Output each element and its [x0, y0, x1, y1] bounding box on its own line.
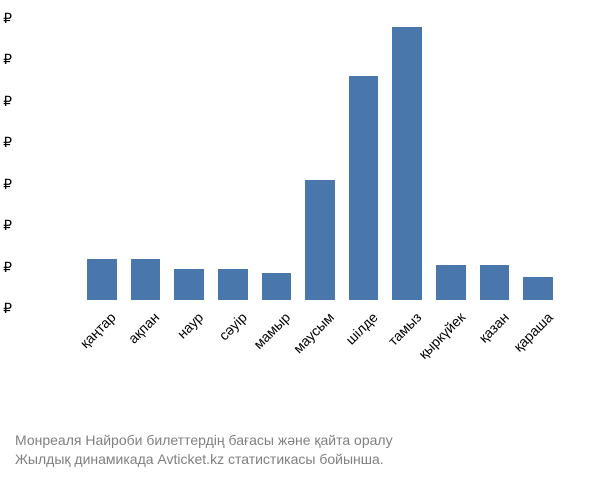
chart-bar — [174, 269, 204, 300]
chart-bar — [349, 76, 379, 300]
chart-bar — [523, 277, 553, 300]
x-tick-label: қаңтар — [77, 309, 119, 351]
x-tick-label: мамыр — [251, 309, 294, 352]
x-axis-labels: қаңтарақпан наур сәуірмамырмаусымшілдетамы… — [80, 305, 560, 415]
x-tick-label: қазан — [475, 309, 512, 346]
chart-bar — [480, 265, 510, 300]
chart-bar — [305, 180, 335, 300]
chart-bar — [262, 273, 292, 300]
x-tick-label: маусым — [290, 309, 337, 356]
x-tick-label: қараша — [510, 309, 556, 355]
caption-line-1: Монреаля Найроби билеттердің бағасы және… — [15, 431, 393, 451]
y-axis: 70000 ₽80000 ₽90000 ₽100000 ₽110000 ₽120… — [0, 10, 80, 300]
x-tick-label: шілде — [342, 309, 381, 348]
caption-line-2: Жылдық динамикада Avticket.kz статистика… — [15, 450, 393, 470]
chart-bar — [87, 259, 117, 300]
x-tick-label: ақпан — [125, 309, 162, 346]
x-tick-label: тамыз — [385, 309, 425, 349]
plot-area — [80, 10, 560, 300]
x-tick-label: наур — [174, 309, 207, 342]
x-tick-label: сәуір — [216, 309, 250, 343]
chart-bar — [131, 259, 161, 300]
chart-bar — [436, 265, 466, 300]
chart-caption: Монреаля Найроби билеттердің бағасы және… — [15, 431, 393, 470]
chart-bar — [218, 269, 248, 300]
x-tick-label: қыркүйек — [415, 309, 468, 362]
chart-bar — [392, 27, 422, 300]
